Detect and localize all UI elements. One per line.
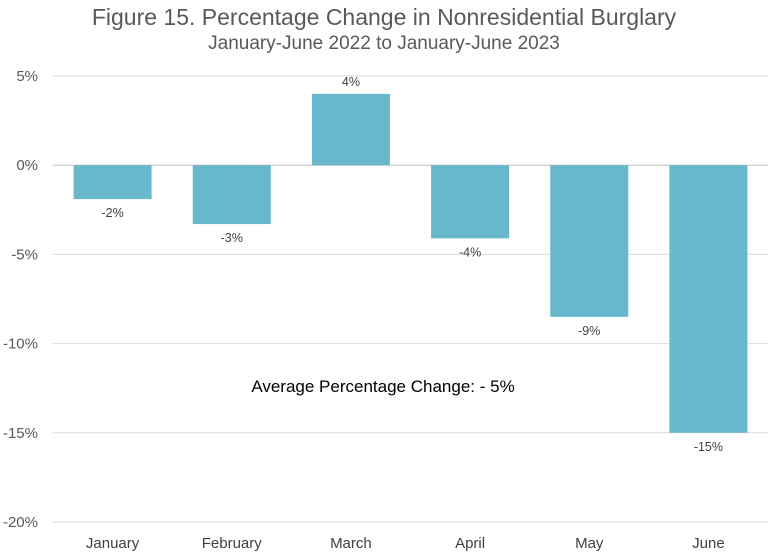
data-labels: -2% -3% 4% -4% -9% -15%	[101, 75, 723, 454]
bars	[73, 93, 748, 433]
average-annotation: Average Percentage Change: - 5%	[251, 377, 515, 396]
bar	[550, 165, 629, 317]
x-tick-label: March	[330, 535, 372, 552]
bar	[669, 165, 748, 433]
x-axis-categories: January February March April May June	[86, 535, 725, 552]
data-label: -2%	[101, 206, 123, 220]
bar	[311, 93, 390, 166]
x-tick-label: February	[202, 535, 263, 552]
data-label: -3%	[221, 231, 243, 245]
chart-title: Figure 15. Percentage Change in Nonresid…	[91, 4, 677, 30]
bar	[192, 165, 271, 225]
data-label: -4%	[459, 245, 481, 259]
y-tick-label: -5%	[11, 246, 38, 263]
x-tick-label: May	[575, 535, 604, 552]
bar	[73, 165, 152, 200]
y-axis-ticks: 5% 0% -5% -10% -15% -20%	[3, 68, 38, 531]
x-tick-label: January	[86, 535, 140, 552]
y-tick-label: -10%	[3, 336, 38, 353]
x-tick-label: June	[692, 535, 725, 552]
x-tick-label: April	[455, 535, 485, 552]
y-tick-label: -15%	[3, 425, 38, 442]
bar	[431, 165, 510, 239]
gridlines	[53, 75, 768, 523]
chart-subtitle: January-June 2022 to January-June 2023	[208, 33, 560, 54]
y-tick-label: -20%	[3, 514, 38, 531]
data-label: 4%	[342, 75, 360, 89]
y-tick-label: 5%	[16, 68, 38, 85]
y-tick-label: 0%	[16, 157, 38, 174]
data-label: -15%	[694, 440, 723, 454]
data-label: -9%	[578, 324, 600, 338]
